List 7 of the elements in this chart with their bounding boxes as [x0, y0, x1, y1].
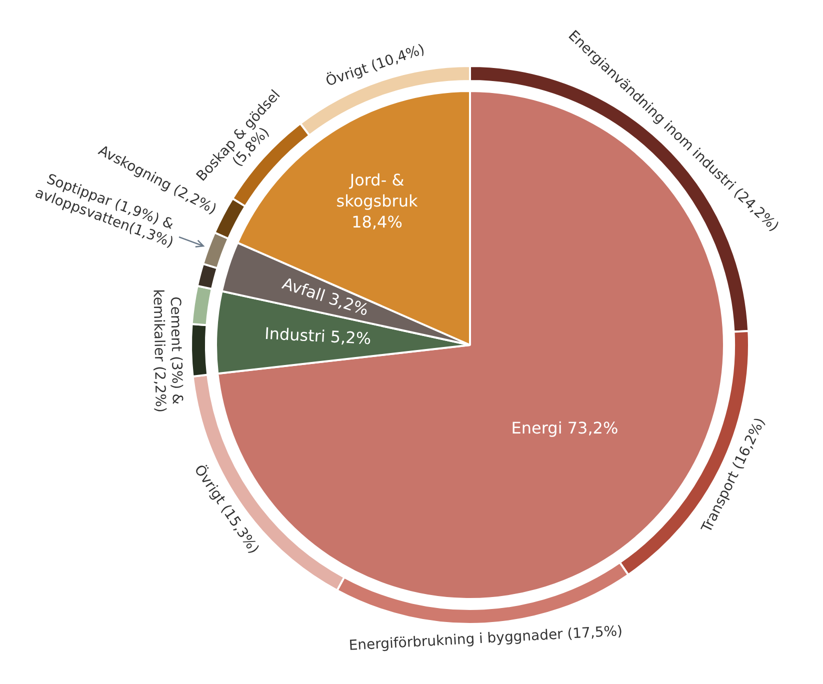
slice-label: Industri 5,2% — [264, 324, 372, 348]
slice-label: Avfall 3,2% — [280, 274, 371, 320]
slice-label: Energi 73,2% — [511, 418, 618, 438]
slice-label: Cement (3%) & kemikalier (2,2%) — [150, 289, 185, 413]
data-label: 18,4% — [352, 212, 402, 232]
slice-label: Energiförbrukning i byggnader (17,5%) — [348, 623, 623, 654]
slice-label: Jord- & skogsbruk — [336, 170, 418, 211]
